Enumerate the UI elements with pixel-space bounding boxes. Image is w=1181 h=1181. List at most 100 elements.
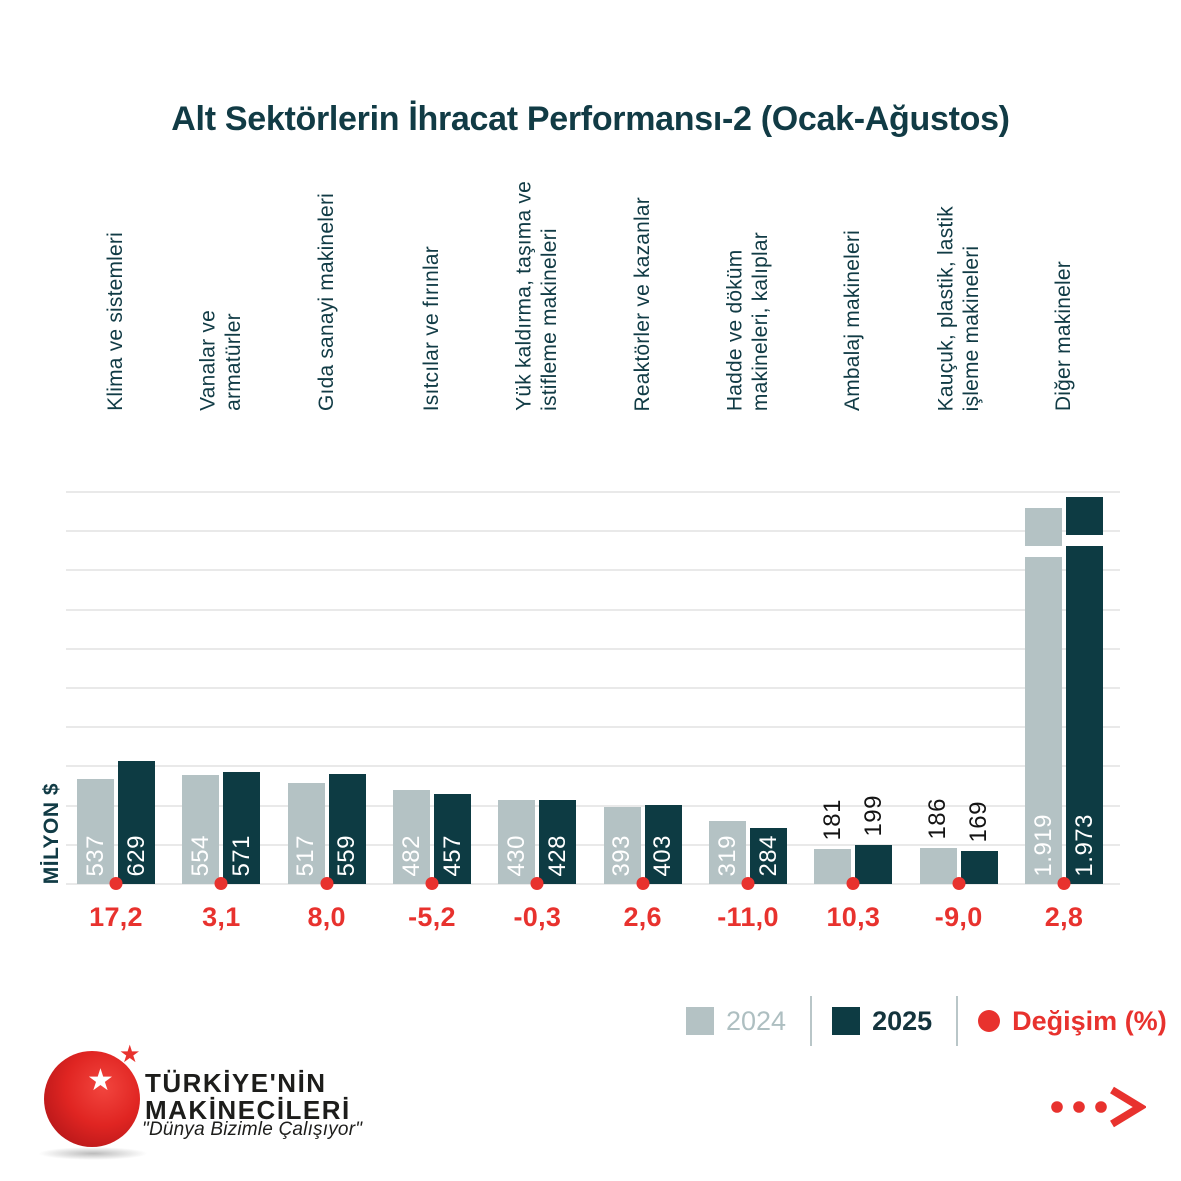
gridline: [66, 765, 1120, 767]
chart-title: Alt Sektörlerin İhracat Performansı-2 (O…: [171, 100, 1010, 138]
change-percent-label: -11,0: [717, 902, 779, 932]
bar-value-label: 169: [965, 801, 993, 843]
logo-red-star-icon: ★: [119, 1041, 141, 1068]
category-label: Isıtcılar ve fırınlar: [420, 245, 444, 411]
bar-value-label: 199: [859, 795, 887, 837]
bar-value-label: 559: [333, 835, 361, 877]
bar-value-label: 1.919: [1029, 814, 1057, 877]
gridline: [66, 609, 1120, 611]
bar-2024-3: 517: [287, 783, 325, 884]
bar-value-label: 517: [292, 835, 320, 877]
bar-2024-4: 482: [393, 790, 430, 884]
change-dot-icon: [320, 877, 334, 890]
change-dot-icon: [214, 877, 228, 890]
change-dot-icon: [1057, 877, 1071, 890]
bar-value-label: 393: [608, 835, 636, 877]
bar-value-label: 457: [438, 835, 466, 877]
bar-value-label: 1.973: [1070, 814, 1098, 877]
bar-2024-7: 319: [709, 821, 746, 884]
bar-value-label: 554: [186, 835, 214, 877]
change-percent-label: 3,1: [202, 902, 241, 932]
change-dot-icon: [952, 877, 966, 890]
legend-divider: [956, 996, 959, 1046]
change-percent-label: 2,8: [1044, 902, 1084, 932]
legend-label-2025: 2025: [872, 1005, 933, 1036]
change-percent-label: 2,6: [623, 902, 662, 932]
logo-name-line1: TÜRKİYE'NİN: [145, 1068, 327, 1098]
logo-name-line2: MAKİNECİLERİ: [145, 1095, 351, 1125]
y-axis-label: MİLYON $: [40, 782, 63, 884]
logo-sphere-icon: [44, 1051, 140, 1147]
bar-value-label: 428: [543, 835, 571, 877]
bar-2025-4: 457: [434, 794, 471, 884]
bar-2024-9: 186: [919, 798, 957, 884]
category-label: Hadde ve döküm makineleri, kalıplar: [723, 231, 772, 411]
change-dot-icon: [741, 877, 755, 890]
bar-value-label: 403: [649, 835, 677, 877]
bar-2025-3: 559: [328, 774, 366, 884]
category-label: Kauçuk, plastik, lastik işleme makineler…: [934, 205, 983, 411]
change-dot-icon: [636, 877, 650, 890]
bar-value-label: 430: [502, 835, 530, 877]
bar-value-label: 629: [122, 835, 150, 877]
change-percent-label: -5,2: [408, 902, 456, 932]
bar-value-label: 537: [81, 835, 109, 877]
category-label: Diğer makineler: [1052, 260, 1076, 411]
legend-label-change: Değişim (%): [1012, 1005, 1167, 1036]
bar-2024-10: 1.919: [1025, 508, 1062, 884]
bar-2025-7: 284: [750, 828, 787, 884]
category-label: Vanalar ve armatürler: [196, 310, 246, 411]
bar-2025-2: 571: [223, 772, 261, 884]
legend-swatch-2024: [686, 1007, 714, 1035]
gridline: [66, 530, 1120, 532]
legend-divider: [810, 996, 813, 1046]
axis-break: [1025, 546, 1062, 557]
bar-value-label: 319: [713, 835, 741, 877]
chart-legend: 2024 2025 Değişim (%): [686, 995, 1167, 1047]
bar-2025-5: 428: [539, 800, 577, 884]
change-percent-label: 10,3: [826, 902, 881, 932]
bar-2024-2: 554: [182, 775, 220, 884]
legend-label-2024: 2024: [726, 1005, 787, 1036]
gridline: [66, 844, 1120, 846]
category-label: Ambalaj makineleri: [841, 229, 865, 411]
bar-2024-5: 430: [498, 800, 536, 884]
gridline: [66, 491, 1120, 493]
gridline: [66, 687, 1120, 689]
gridline: [66, 805, 1120, 807]
bar-2024-1: 537: [77, 779, 114, 884]
legend-change-dot-icon: [978, 1010, 1001, 1032]
change-percent-label: 8,0: [307, 902, 346, 932]
more-arrow-icon[interactable]: [1046, 1086, 1146, 1130]
change-percent-label: -9,0: [934, 902, 983, 932]
change-percent-label: -0,3: [513, 902, 562, 932]
change-dot-icon: [530, 877, 544, 890]
gridline: [66, 726, 1120, 728]
bar-2025-10: 1.973: [1066, 497, 1103, 884]
bar-value-label: 482: [397, 835, 425, 877]
category-label: Klima ve sistemleri: [104, 232, 128, 411]
change-dot-icon: [846, 877, 860, 890]
bar-value-label: 186: [924, 798, 952, 840]
gridline: [66, 648, 1120, 650]
change-dot-icon: [109, 877, 123, 890]
logo-shadow: [38, 1147, 148, 1160]
bar-value-label: 571: [227, 835, 255, 877]
change-dot-icon: [425, 877, 439, 890]
bar-2025-8: 199: [855, 795, 893, 884]
logo-white-star-icon: ★: [87, 1064, 114, 1097]
bar-2024-6: 393: [603, 807, 641, 884]
category-label: Yük kaldırma, taşıma ve istifleme makine…: [512, 181, 562, 411]
bar-value-label: 181: [818, 799, 846, 841]
bar-value-label: 284: [754, 835, 782, 877]
bar-2025-1: 629: [118, 761, 155, 884]
bar-2024-8: 181: [814, 799, 852, 884]
change-percent-label: 17,2: [89, 902, 143, 932]
axis-break: [1066, 535, 1103, 546]
gridline: [66, 569, 1120, 571]
category-label: Gıda sanayi makineleri: [314, 193, 338, 411]
legend-swatch-2025: [832, 1007, 861, 1035]
category-label: Reaktörler ve kazanlar: [630, 196, 654, 412]
logo-slogan: "Dünya Bizimle Çalışıyor": [142, 1119, 363, 1140]
